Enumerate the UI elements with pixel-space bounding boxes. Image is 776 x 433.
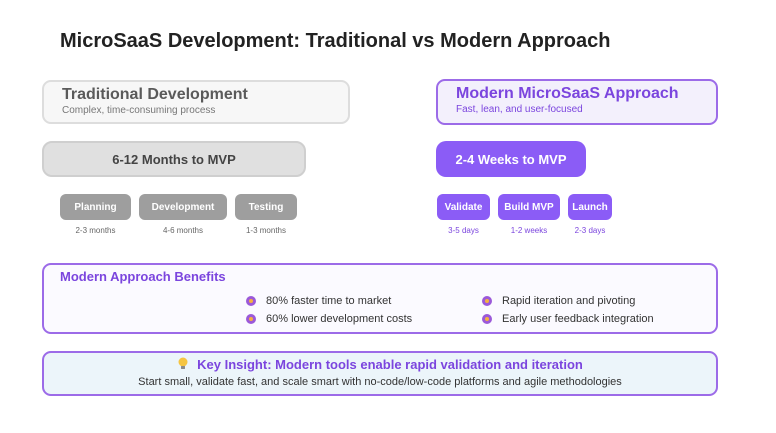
modern-phase-build-mvp: Build MVP xyxy=(498,194,560,220)
modern-duration-validate: 3-5 days xyxy=(448,226,479,235)
key-insight-card: Key Insight: Modern tools enable rapid v… xyxy=(42,351,718,396)
modern-subheading: Fast, lean, and user-focused xyxy=(456,104,583,115)
benefit-text: 80% faster time to market xyxy=(266,295,392,307)
benefits-title: Modern Approach Benefits xyxy=(60,269,226,284)
benefit-text: 60% lower development costs xyxy=(266,313,413,325)
traditional-phase-testing: Testing xyxy=(235,194,297,220)
traditional-duration-testing: 1-3 months xyxy=(245,226,287,235)
traditional-phase-planning: Planning xyxy=(60,194,131,220)
benefit-item: Early user feedback integration xyxy=(482,313,654,325)
traditional-subheading: Complex, time-consuming process xyxy=(62,105,216,116)
traditional-duration-development: 4-6 months xyxy=(162,226,204,235)
benefits-card: Modern Approach Benefits 80% faster time… xyxy=(42,263,718,334)
traditional-heading: Traditional Development xyxy=(62,86,248,103)
modern-duration-launch: 2-3 days xyxy=(574,226,606,235)
modern-phase-validate: Validate xyxy=(437,194,490,220)
modern-duration-build-mvp: 1-2 weeks xyxy=(510,226,548,235)
page-title: MicroSaaS Development: Traditional vs Mo… xyxy=(60,30,611,52)
bullet-icon xyxy=(482,296,492,306)
benefit-text: Early user feedback integration xyxy=(502,313,654,325)
modern-heading: Modern MicroSaaS Approach xyxy=(456,85,679,102)
benefit-item: 80% faster time to market xyxy=(246,295,391,307)
modern-timeline-badge: 2-4 Weeks to MVP xyxy=(436,141,586,177)
bullet-icon xyxy=(246,314,256,324)
lightbulb-icon xyxy=(178,357,188,369)
traditional-phase-development: Development xyxy=(139,194,227,220)
traditional-header-card: Traditional Development Complex, time-co… xyxy=(42,80,350,124)
bullet-icon xyxy=(246,296,256,306)
traditional-timeline-badge: 6-12 Months to MVP xyxy=(42,141,306,177)
benefit-text: Rapid iteration and pivoting xyxy=(502,295,636,307)
insight-body: Start small, validate fast, and scale sm… xyxy=(138,376,622,388)
benefit-item: Rapid iteration and pivoting xyxy=(482,295,635,307)
modern-phase-launch: Launch xyxy=(568,194,612,220)
benefit-item: 60% lower development costs xyxy=(246,313,412,325)
modern-header-card: Modern MicroSaaS Approach Fast, lean, an… xyxy=(436,79,718,125)
traditional-duration-planning: 2-3 months xyxy=(75,226,116,235)
insight-title: Key Insight: Modern tools enable rapid v… xyxy=(197,357,583,372)
insight-title-row: Key Insight: Modern tools enable rapid v… xyxy=(44,357,716,372)
bullet-icon xyxy=(482,314,492,324)
